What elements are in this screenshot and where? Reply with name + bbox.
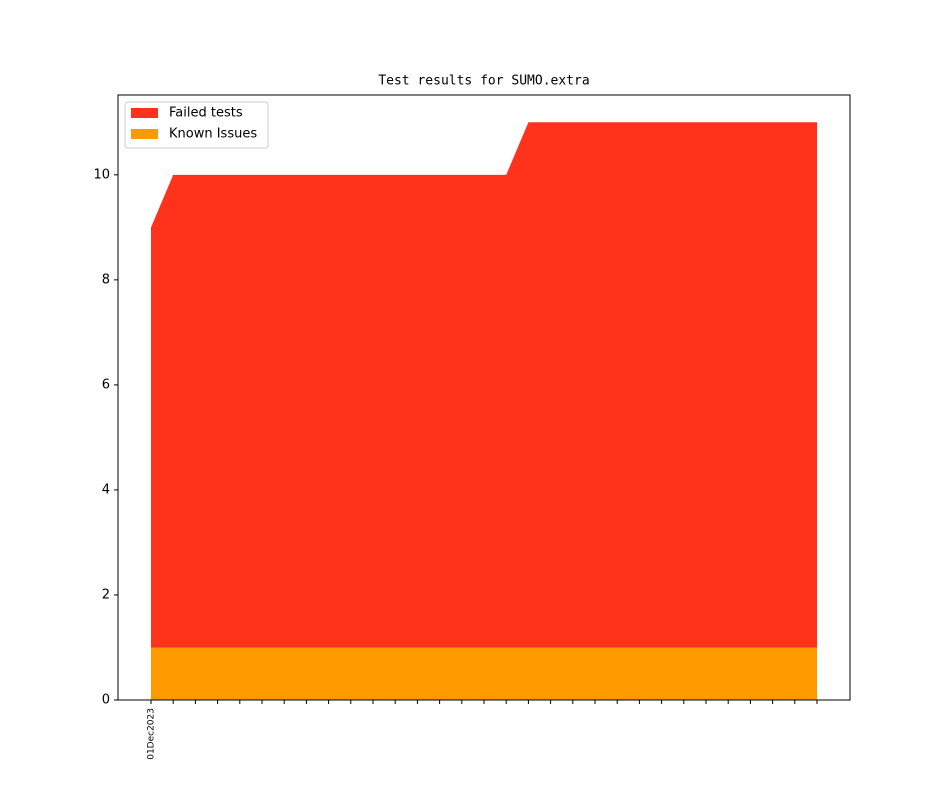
x-tick-label: 01Dec2023 [147, 708, 157, 760]
y-tick-label: 2 [102, 587, 110, 602]
legend-swatch [131, 108, 158, 118]
legend: Failed tests Known Issues [124, 101, 269, 149]
y-tick-label: 10 [93, 167, 110, 182]
y-tick-label: 4 [102, 482, 110, 497]
y-tick-label: 8 [102, 272, 110, 287]
area [151, 122, 817, 648]
y-tick-label: 6 [102, 377, 110, 392]
legend-label: Known Issues [169, 127, 257, 142]
legend-frame [124, 101, 269, 149]
legend-swatch [131, 129, 158, 139]
legend-label: Failed tests [169, 106, 243, 121]
area [151, 647, 817, 700]
y-tick-label: 0 [102, 693, 110, 708]
chart-title: Test results for SUMO.extra [378, 74, 589, 89]
